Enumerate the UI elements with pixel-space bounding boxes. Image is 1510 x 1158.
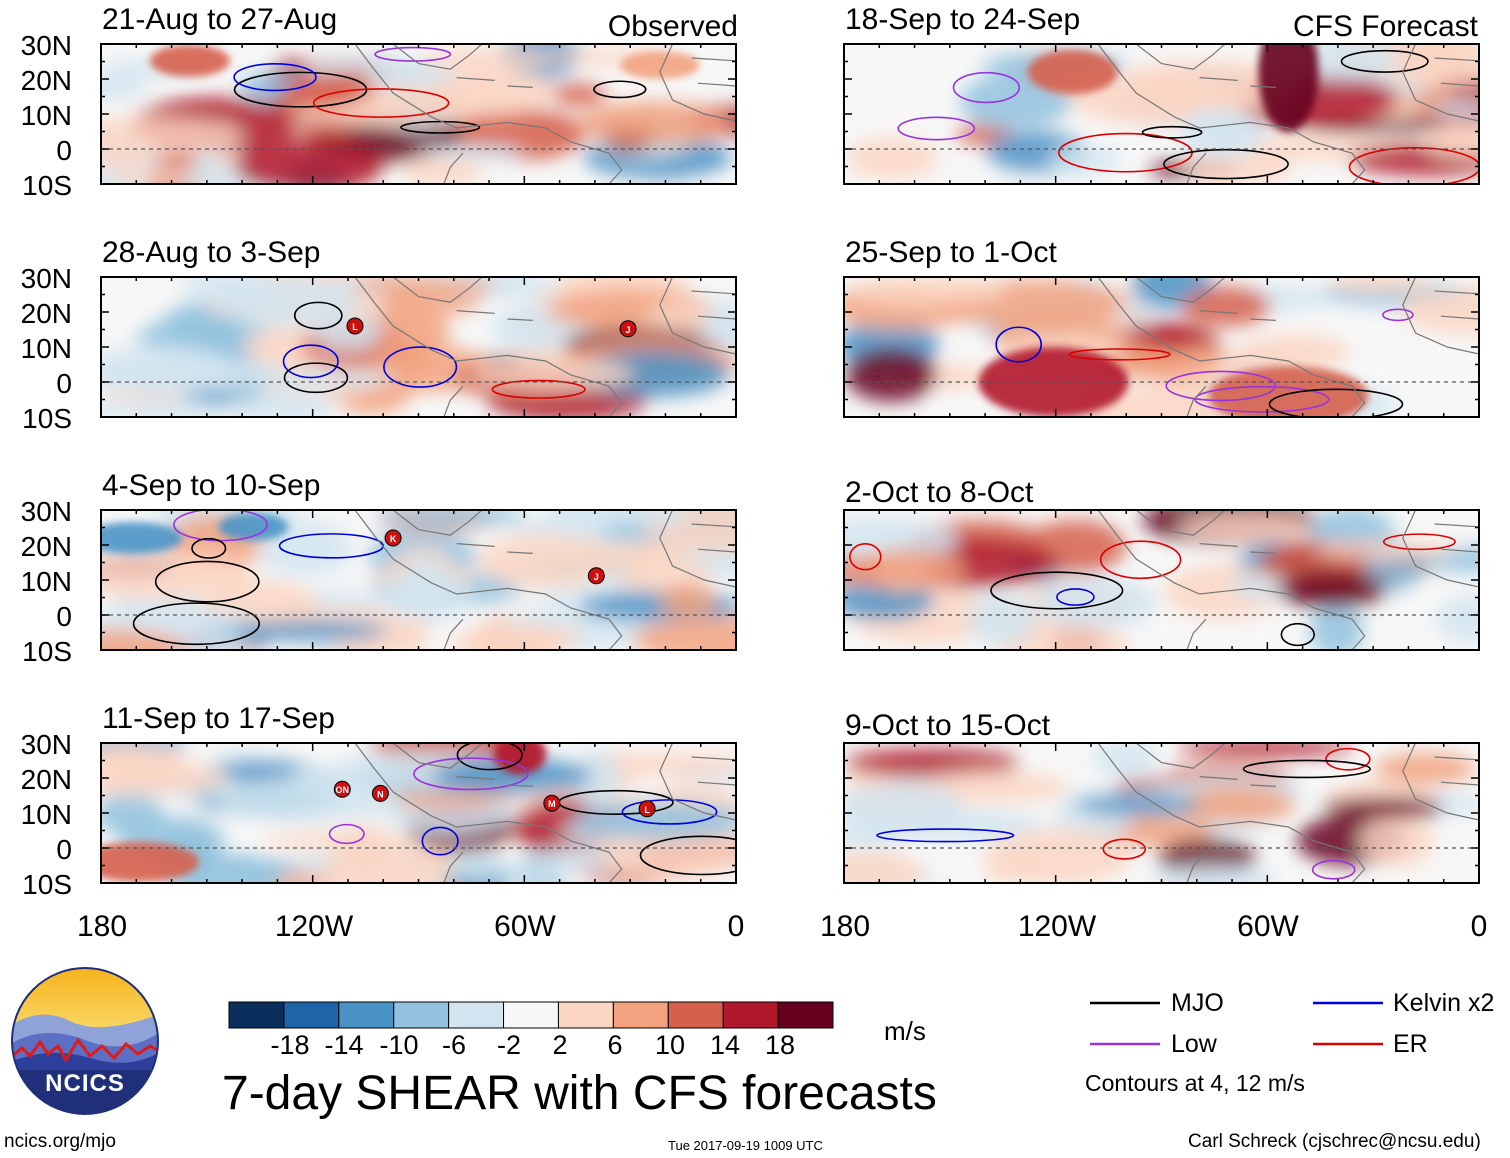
legend-label-er: ER	[1393, 1030, 1428, 1058]
lon-label: 120W	[274, 910, 354, 943]
storm-marker: M	[543, 794, 561, 812]
map-panel-7	[843, 509, 1480, 651]
footer-credit: Carl Schreck (cjschrec@ncsu.edu)	[1188, 1131, 1481, 1152]
colorbar-label: -14	[324, 1030, 364, 1060]
footer-timestamp: Tue 2017-09-19 1009 UTC	[668, 1138, 823, 1153]
lat-label: 10N	[20, 100, 72, 131]
colorbar-swatch	[557, 1001, 614, 1029]
lat-label: 10S	[22, 636, 72, 667]
colorbar-units: m/s	[884, 1016, 926, 1046]
storm-marker: L	[346, 317, 364, 335]
lat-label: 30N	[20, 729, 72, 760]
storm-marker-label: N	[377, 789, 384, 799]
lat-label: 20N	[20, 531, 72, 562]
lon-label: 60W	[1237, 910, 1299, 943]
legend-lines	[1090, 1001, 1383, 1046]
panel-title-3: 4-Sep to 10-Sep	[102, 469, 321, 502]
colorbar-label: -6	[441, 1030, 466, 1060]
lat-label: 0	[56, 834, 72, 865]
lat-label: 0	[56, 601, 72, 632]
storm-marker-label: M	[548, 799, 556, 809]
colorbar-swatch	[722, 1001, 779, 1029]
colorbar-swatch	[283, 1001, 340, 1029]
lat-label: 30N	[20, 263, 72, 294]
colorbar-swatch	[338, 1001, 395, 1029]
colorbar-label: -10	[379, 1030, 419, 1060]
lat-label: 20N	[20, 764, 72, 795]
map-panel-8	[843, 742, 1480, 884]
colorbar-label: -2	[496, 1030, 521, 1060]
colorbar-swatch	[777, 1001, 834, 1029]
lat-label: 0	[56, 368, 72, 399]
lat-label: 10N	[20, 566, 72, 597]
map-panel-6	[843, 276, 1480, 418]
storm-marker-label: K	[390, 534, 397, 544]
legend-label-low: Low	[1171, 1030, 1217, 1058]
storm-marker: N	[371, 784, 389, 802]
storm-marker: ON	[333, 780, 351, 798]
storm-marker: K	[384, 529, 402, 547]
lat-label: 10S	[22, 869, 72, 900]
legend-label-kelvin: Kelvin x2	[1393, 989, 1495, 1017]
panel-title-6: 25-Sep to 1-Oct	[845, 236, 1057, 269]
panel-title-1: 21-Aug to 27-Aug	[102, 3, 338, 36]
lon-label: 0	[727, 910, 745, 943]
lat-label: 30N	[20, 30, 72, 61]
ncics-logo-emblem-icon	[11, 967, 159, 1115]
lat-label: 10S	[22, 170, 72, 201]
panel-title-4: 11-Sep to 17-Sep	[102, 702, 335, 735]
lat-label: 20N	[20, 298, 72, 329]
logo-text: NCICS	[45, 1070, 125, 1097]
map-panel-2	[100, 276, 737, 418]
contour-note: Contours at 4, 12 m/s	[1085, 1070, 1305, 1096]
colorbar-label: 10	[654, 1030, 686, 1060]
colorbar-swatch	[393, 1001, 450, 1029]
colorbar-label: -18	[270, 1030, 310, 1060]
panel-title-7: 2-Oct to 8-Oct	[845, 476, 1034, 509]
panel-title-8: 9-Oct to 15-Oct	[845, 709, 1051, 742]
footer-url: ncics.org/mjo	[4, 1131, 116, 1152]
storm-marker-label: ON	[336, 785, 350, 795]
lat-label: 10N	[20, 799, 72, 830]
storm-marker-label: J	[594, 572, 599, 582]
ncics-logo: NCICS	[10, 966, 160, 1116]
lon-label: 60W	[494, 910, 556, 943]
lon-label: 0	[1470, 910, 1488, 943]
map-panel-5	[843, 43, 1480, 185]
colorbar-swatch	[667, 1001, 724, 1029]
storm-marker-label: L	[644, 805, 650, 815]
map-panel-4	[100, 742, 737, 884]
panel-title-2: 28-Aug to 3-Sep	[102, 236, 321, 269]
storm-marker-label: J	[626, 325, 631, 335]
storm-marker: J	[619, 320, 637, 338]
colorbar-swatch	[503, 1001, 559, 1029]
storm-marker: L	[638, 800, 656, 818]
lat-label: 0	[56, 135, 72, 166]
cfs-forecast-label: CFS Forecast	[1292, 10, 1478, 43]
storm-marker-label: L	[352, 322, 358, 332]
colorbar-swatch	[448, 1001, 505, 1029]
colorbar-label: 2	[552, 1030, 568, 1060]
lat-label: 30N	[20, 496, 72, 527]
lon-label: 120W	[1017, 910, 1097, 943]
lon-label: 180	[819, 910, 871, 943]
legend-label-mjo: MJO	[1171, 989, 1224, 1017]
storm-marker: J	[587, 567, 605, 585]
lat-label: 10S	[22, 403, 72, 434]
observed-label: Observed	[607, 10, 738, 43]
map-panel-1	[100, 43, 737, 185]
lon-label: 180	[76, 910, 128, 943]
main-title: 7-day SHEAR with CFS forecasts	[222, 1067, 937, 1120]
colorbar-swatch	[228, 1001, 285, 1029]
colorbar	[228, 1001, 834, 1029]
colorbar-label: 18	[764, 1030, 796, 1060]
lat-label: 10N	[20, 333, 72, 364]
lat-label: 20N	[20, 65, 72, 96]
panel-title-5: 18-Sep to 24-Sep	[845, 3, 1081, 36]
colorbar-label: 6	[607, 1030, 623, 1060]
map-panel-3	[100, 509, 737, 651]
colorbar-swatch	[612, 1001, 669, 1029]
colorbar-label: 14	[709, 1030, 741, 1060]
